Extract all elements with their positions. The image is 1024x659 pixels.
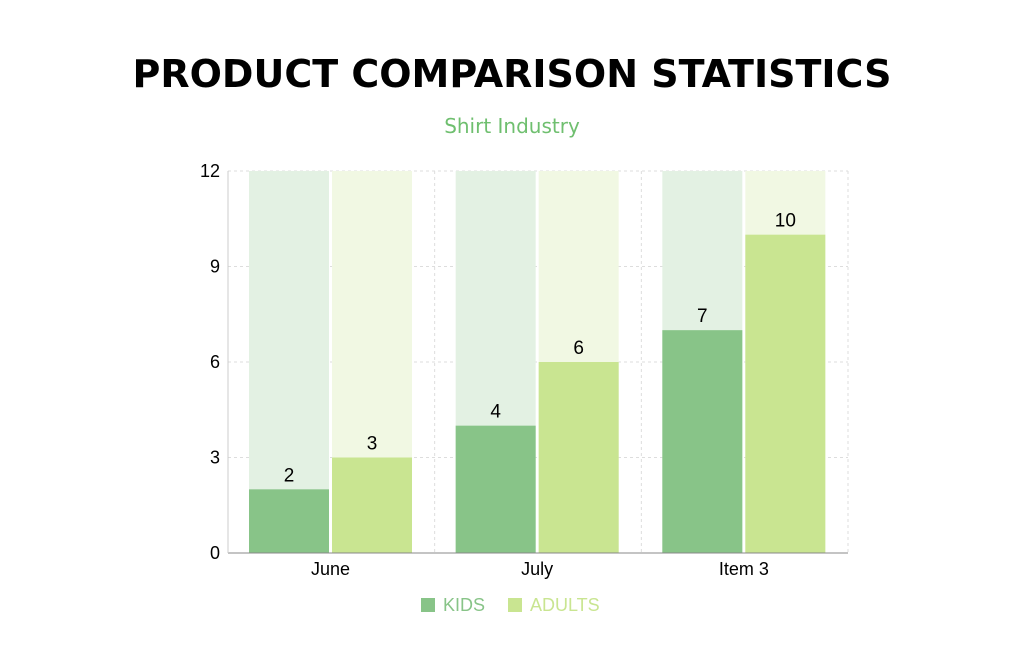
axes: 0 3 6 9 12 June July Item 3 [200, 161, 848, 579]
bar-adults [745, 234, 826, 553]
data-label: 2 [284, 465, 295, 486]
legend-swatch-adults [508, 598, 522, 612]
y-tick-label: 3 [210, 448, 220, 468]
data-label: 7 [697, 306, 708, 327]
bar-kids [455, 425, 536, 553]
legend-label-kids: KIDS [443, 595, 485, 615]
legend-swatch-kids [421, 598, 435, 612]
bar-kids [662, 330, 743, 553]
x-tick-label: July [521, 559, 553, 579]
y-tick-label: 6 [210, 352, 220, 372]
bar-kids [249, 489, 329, 553]
chart-subtitle: Shirt Industry [444, 114, 580, 138]
bar-adults [332, 457, 412, 553]
bars [249, 234, 826, 553]
y-tick-label: 9 [210, 257, 220, 277]
grid [228, 170, 849, 553]
bar-adults [538, 362, 619, 553]
data-label: 10 [775, 211, 796, 232]
x-tick-label: June [311, 559, 350, 579]
y-tick-label: 12 [200, 161, 220, 181]
data-label: 3 [367, 434, 378, 455]
chart-title: PRODUCT COMPARISON STATISTICS [132, 52, 892, 96]
y-tick-label: 0 [210, 543, 220, 563]
legend-label-adults: ADULTS [530, 595, 600, 615]
data-label: 6 [573, 338, 584, 359]
data-labels: 2 3 4 6 7 10 [284, 211, 796, 487]
legend: KIDS ADULTS [421, 595, 600, 615]
data-label: 4 [490, 402, 501, 423]
x-tick-label: Item 3 [719, 559, 769, 579]
